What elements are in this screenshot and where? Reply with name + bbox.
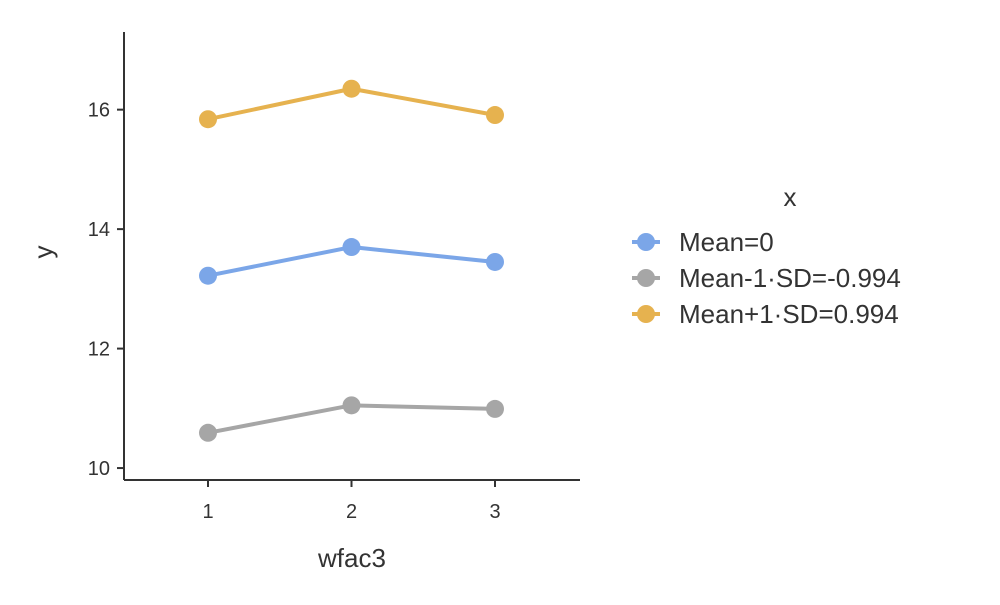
data-point — [486, 252, 504, 271]
legend-item: Mean-1·SD=-0.994 — [632, 263, 901, 293]
y-axis-title: y — [28, 246, 58, 259]
legend-key-point — [637, 233, 655, 251]
legend-key-point — [637, 269, 655, 287]
legend-title: x — [784, 182, 797, 212]
y-tick-label: 14 — [88, 219, 110, 241]
series-2 — [199, 396, 504, 442]
data-point — [199, 110, 217, 129]
legend: Mean=0 Mean-1·SD=-0.994 Mean+1·SD=0.994 — [632, 227, 901, 329]
y-tick-label: 16 — [88, 100, 110, 122]
legend-item: Mean+1·SD=0.994 — [632, 299, 899, 329]
data-point — [199, 266, 217, 285]
data-point — [199, 423, 217, 442]
series-group — [199, 79, 504, 442]
data-point — [342, 79, 361, 98]
y-tick-label: 10 — [88, 458, 110, 480]
x-tick-label: 1 — [202, 501, 213, 523]
legend-label: Mean-1·SD=-0.994 — [679, 263, 901, 293]
x-axis-title: wfac3 — [317, 543, 386, 573]
series-1 — [199, 238, 504, 285]
data-point — [342, 396, 361, 415]
x-tick-label: 2 — [346, 501, 357, 523]
legend-label: Mean+1·SD=0.994 — [679, 299, 899, 329]
data-point — [486, 106, 504, 125]
x-tick-label: 3 — [489, 501, 500, 523]
legend-item: Mean=0 — [632, 227, 774, 257]
data-point — [486, 399, 504, 418]
series-3 — [199, 79, 504, 129]
legend-label: Mean=0 — [679, 227, 774, 257]
y-tick-label: 12 — [88, 339, 110, 361]
data-point — [342, 238, 361, 257]
legend-key-point — [637, 305, 655, 323]
